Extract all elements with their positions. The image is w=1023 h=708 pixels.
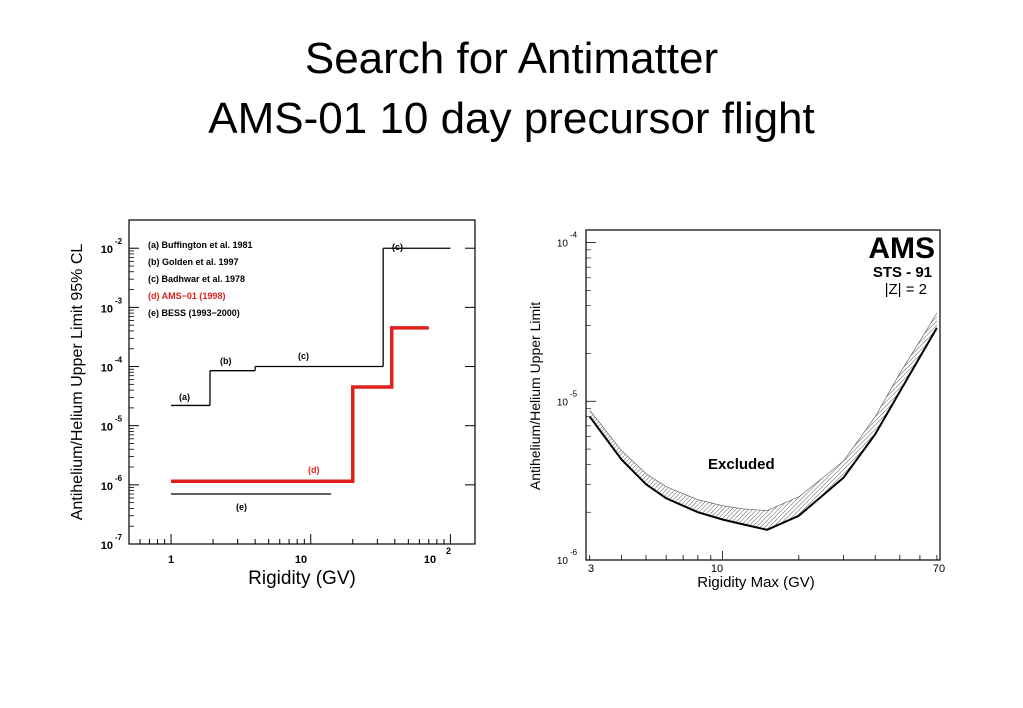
- x-tick-label-3: 3: [588, 563, 594, 575]
- left-y-tick-label-exp: -6: [115, 474, 123, 483]
- left-x-axis-label: Rigidity (GV): [248, 568, 356, 589]
- left-y-tick-label-base: 10: [101, 244, 113, 256]
- chart-left: 10-710-610-510-410-310-2 (a) Buffington …: [69, 219, 476, 589]
- left-legend: (a) Buffington et al. 1981 (b) Golden et…: [148, 240, 253, 318]
- x-tick-label-1: 1: [168, 554, 174, 566]
- x-tick-label-70: 70: [933, 563, 945, 575]
- x-tick-label-10: 10: [295, 554, 307, 566]
- left-y-tick-label-exp: -4: [115, 356, 123, 365]
- left-y-tick-label-exp: -2: [115, 237, 123, 246]
- right-y-tick-label-exp: -5: [570, 389, 578, 398]
- right-uncertainty-band: [589, 312, 937, 530]
- series-label-d: (d): [308, 465, 320, 475]
- legend-entry-c: (c) Badhwar et al. 1978: [148, 274, 245, 284]
- chart-right: 10-610-510-4 AMS STS - 91 |Z| = 2 Exclud…: [527, 229, 945, 591]
- series-label-c-high: (c): [392, 242, 403, 252]
- x-tick-label-10: 10: [711, 563, 723, 575]
- left-y-tick-label-base: 10: [101, 303, 113, 315]
- series-label-b: (b): [220, 356, 232, 366]
- right-axes: [585, 229, 941, 561]
- legend-entry-a: (a) Buffington et al. 1981: [148, 240, 253, 250]
- left-y-tick-label-base: 10: [101, 540, 113, 552]
- legend-entry-d: (d) AMS−01 (1998): [148, 291, 225, 301]
- right-y-tick-label-base: 10: [557, 556, 569, 567]
- mission-label: STS - 91: [873, 264, 932, 281]
- left-axes: [128, 219, 476, 545]
- series-label-a: (a): [179, 392, 190, 402]
- right-y-tick-label-exp: -4: [570, 231, 578, 240]
- left-y-axis-label: Antihelium/Helium Upper Limit 95% CL: [69, 244, 86, 521]
- right-x-axis-label: Rigidity Max (GV): [697, 574, 815, 591]
- left-y-tick-label-base: 10: [101, 481, 113, 493]
- right-y-tick-label-base: 10: [557, 397, 569, 408]
- legend-entry-b: (b) Golden et al. 1997: [148, 257, 239, 267]
- right-y-tick-label-exp: -6: [570, 548, 578, 557]
- excluded-label: Excluded: [708, 456, 775, 473]
- ams-logo: AMS: [868, 232, 935, 265]
- series-label-c: (c): [298, 351, 309, 361]
- slide-title-line-1: Search for Antimatter: [304, 34, 719, 83]
- x-tick-label-100-base: 10: [424, 554, 436, 566]
- slide-title-line-2: AMS-01 10 day precursor flight: [208, 94, 815, 143]
- right-y-axis-label: Antihelium/Helium Upper Limit: [527, 302, 543, 490]
- left-y-tick-label-exp: -7: [115, 533, 123, 542]
- x-tick-label-100-exp: 2: [446, 546, 451, 556]
- left-y-tick-label-exp: -5: [115, 415, 123, 424]
- right-y-tick-label-base: 10: [557, 239, 569, 250]
- left-y-tick-label-base: 10: [101, 363, 113, 375]
- charge-label: |Z| = 2: [885, 281, 927, 298]
- legend-entry-e: (e) BESS (1993−2000): [148, 308, 240, 318]
- left-series-line-4: [171, 326, 429, 484]
- series-label-e: (e): [236, 502, 247, 512]
- left-y-tick-label-base: 10: [101, 422, 113, 434]
- left-y-tick-label-exp: -3: [115, 296, 123, 305]
- right-limit-line: [588, 327, 938, 531]
- right-band-upper-line: [589, 312, 938, 511]
